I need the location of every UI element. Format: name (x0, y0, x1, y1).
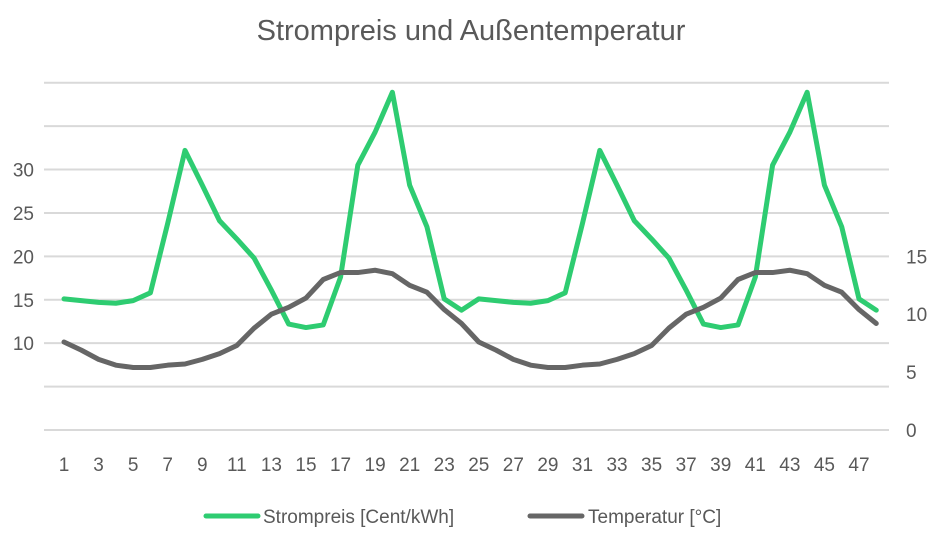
series-lines (61, 89, 879, 370)
x-tick-label: 37 (676, 455, 697, 476)
x-tick-label: 13 (261, 455, 282, 476)
right-tick-label: 10 (906, 305, 927, 326)
x-tick-label: 3 (93, 455, 104, 476)
left-tick-label: 20 (13, 247, 34, 268)
legend: Strompreis [Cent/kWh] Temperatur [°C] (203, 507, 721, 528)
left-tick-label: 30 (13, 161, 34, 182)
x-tick-label: 21 (399, 455, 420, 476)
x-tick-label: 35 (641, 455, 662, 476)
right-axis-ticks: 0 5 10 15 (906, 247, 927, 442)
x-axis-ticks: 1 3 5 7 9 11 13 15 17 19 21 23 25 27 29 31 33 35 37 39 41 43 4… (59, 455, 870, 476)
right-tick-label: 0 (906, 421, 917, 442)
x-tick-label: 15 (295, 455, 316, 476)
x-tick-label: 1 (59, 455, 70, 476)
strompreis-line (61, 89, 879, 331)
x-tick-label: 33 (606, 455, 627, 476)
left-axis-ticks: 10 15 20 25 30 (13, 161, 34, 356)
x-tick-label: 39 (710, 455, 731, 476)
x-tick-label: 29 (537, 455, 558, 476)
x-tick-label: 41 (745, 455, 766, 476)
x-tick-label: 9 (197, 455, 208, 476)
x-tick-label: 25 (468, 455, 489, 476)
legend-label-strompreis: Strompreis [Cent/kWh] (263, 507, 454, 528)
x-tick-label: 17 (330, 455, 351, 476)
left-tick-label: 15 (13, 291, 34, 312)
right-tick-label: 15 (906, 247, 927, 268)
left-tick-label: 10 (13, 334, 34, 355)
x-tick-label: 45 (814, 455, 835, 476)
x-tick-label: 47 (848, 455, 869, 476)
x-tick-label: 27 (503, 455, 524, 476)
gridlines (44, 81, 889, 431)
legend-label-temperatur: Temperatur [°C] (588, 507, 721, 528)
right-tick-label: 5 (906, 363, 917, 384)
x-tick-label: 11 (227, 455, 247, 476)
chart-title: Strompreis und Außentemperatur (257, 15, 686, 47)
x-tick-label: 7 (162, 455, 173, 476)
x-tick-label: 5 (128, 455, 139, 476)
x-tick-label: 19 (365, 455, 386, 476)
x-tick-label: 31 (572, 455, 593, 476)
x-tick-label: 23 (434, 455, 455, 476)
temperatur-line (61, 267, 879, 370)
x-tick-label: 43 (779, 455, 800, 476)
left-tick-label: 25 (13, 204, 34, 225)
